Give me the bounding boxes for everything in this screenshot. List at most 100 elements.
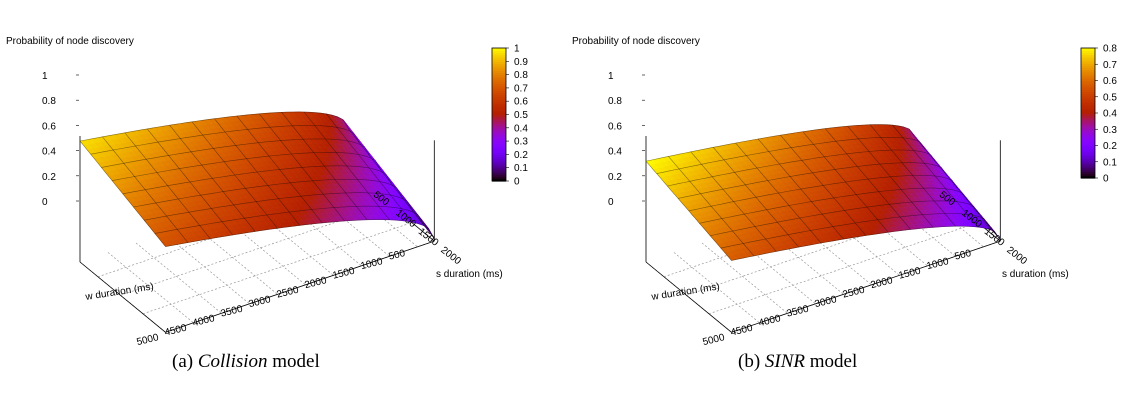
colorbar-band: [492, 98, 506, 102]
mesh-line-w: [645, 161, 732, 261]
grid-line-w: [191, 223, 278, 295]
mesh-line-s: [144, 192, 414, 221]
mesh-line-s: [112, 151, 382, 181]
colorbar-band: [492, 152, 506, 155]
colorbar-band: [492, 169, 506, 173]
y-axis-label: s duration (ms): [436, 269, 503, 280]
mesh-line-s: [688, 175, 958, 212]
colorbar-band: [492, 138, 506, 142]
mesh-line-s: [133, 179, 403, 208]
colorbar-tick-label: 0.6: [1103, 76, 1117, 87]
mesh-line-s: [79, 111, 350, 142]
grid-line-w: [303, 185, 390, 257]
z-tick-label: 0.4: [608, 147, 622, 158]
colorbar-band: [492, 136, 506, 140]
grid-line-w: [331, 176, 418, 248]
colorbar-band: [492, 143, 506, 147]
grid-line-w: [897, 176, 984, 248]
colorbar-band: [492, 167, 506, 171]
x-tick-label: 3500: [220, 304, 245, 320]
colorbar-band: [1081, 154, 1095, 157]
colorbar-band: [1081, 106, 1095, 110]
colorbar-band: [1081, 134, 1095, 138]
colorbar-tick-label: 0.8: [1103, 44, 1117, 55]
grid-line-w: [107, 252, 194, 324]
colorbar-band: [492, 127, 506, 131]
x-tick-label: 4000: [758, 313, 783, 329]
colorbar-band: [492, 112, 506, 116]
mesh-line-w: [869, 124, 956, 227]
x-tick-label: 1500: [332, 266, 357, 282]
colorbar-tick-label: 0.2: [1103, 141, 1117, 152]
x-tick-label: 3000: [248, 294, 273, 310]
colorbar-tick-label: 0.7: [1103, 60, 1117, 71]
axis-edge: [731, 240, 1001, 333]
mesh-line-s: [720, 213, 990, 249]
colorbar-band: [1081, 61, 1095, 64]
z-tick-label: 0: [608, 197, 614, 208]
mesh-line-w: [914, 136, 1001, 240]
grid-line-w: [247, 204, 334, 276]
z-tick-label: 0.6: [608, 121, 622, 132]
grid-line-w: [673, 252, 760, 324]
surface: [645, 124, 1001, 261]
colorbar-band: [1081, 48, 1095, 51]
z-tick-label: 1: [42, 71, 48, 82]
colorbar-band: [492, 149, 506, 153]
colorbar-band: [492, 158, 506, 162]
colorbar-band: [1081, 169, 1095, 173]
colorbar-band: [1081, 152, 1095, 155]
colorbar-band: [492, 154, 506, 158]
colorbar-band: [1081, 175, 1095, 179]
mesh-line-w: [847, 126, 934, 228]
colorbar-band: [492, 163, 506, 167]
axis-edge: [79, 261, 166, 333]
x-axis-label: w duration (ms): [84, 281, 155, 303]
z-tick-label: 0: [42, 197, 48, 208]
mesh-line-w: [258, 113, 345, 222]
caption-a-model: Collision: [197, 351, 268, 372]
mesh-line-w: [892, 124, 979, 228]
mesh-line-w: [735, 142, 822, 244]
mesh-line-s: [90, 125, 360, 155]
colorbar-band: [492, 118, 506, 122]
colorbar-band: [1081, 132, 1095, 136]
colorbar-band: [1081, 82, 1095, 86]
colorbar-band: [1081, 162, 1095, 166]
colorbar-band: [1081, 67, 1095, 71]
caption-b-suffix: model: [805, 351, 858, 372]
y-tick-label: 2000: [438, 245, 463, 268]
colorbar-band: [1081, 63, 1095, 66]
colorbar-band: [492, 52, 506, 56]
colorbar-band: [492, 103, 506, 107]
mesh-line-w: [191, 121, 278, 229]
colorbar-band: [1081, 50, 1095, 53]
grid-line-w: [275, 195, 362, 267]
mesh-line-w: [668, 156, 755, 257]
colorbar-tick-label: 0: [514, 177, 520, 188]
x-tick-label: 2000: [870, 275, 895, 291]
colorbar-band: [492, 134, 506, 138]
grid-line-w: [841, 195, 928, 267]
mesh-line-w: [802, 131, 889, 233]
colorbar-band: [1081, 143, 1095, 147]
colorbar-band: [1081, 165, 1095, 168]
colorbar-band: [1081, 145, 1095, 149]
mesh-line-w: [281, 112, 368, 220]
mesh-line-s: [678, 162, 948, 199]
x-tick-label: 500: [954, 248, 973, 263]
colorbar-band: [1081, 74, 1095, 77]
colorbar-band: [492, 101, 506, 105]
colorbar-band: [1081, 117, 1095, 121]
colorbar-band: [1081, 65, 1095, 69]
y-tick-label: 1500: [982, 226, 1007, 249]
mesh-line-w: [169, 125, 256, 232]
mesh-line-w: [214, 118, 301, 226]
mesh-line-w: [236, 115, 323, 224]
chart-panel-sinr: 00.20.40.60.8150004500400035003000250020…: [572, 36, 1117, 348]
mesh-line-s: [101, 138, 371, 168]
caption-b: (b) SINR model: [738, 351, 857, 373]
mesh-line-w: [326, 113, 413, 223]
colorbar-band: [1081, 76, 1095, 79]
